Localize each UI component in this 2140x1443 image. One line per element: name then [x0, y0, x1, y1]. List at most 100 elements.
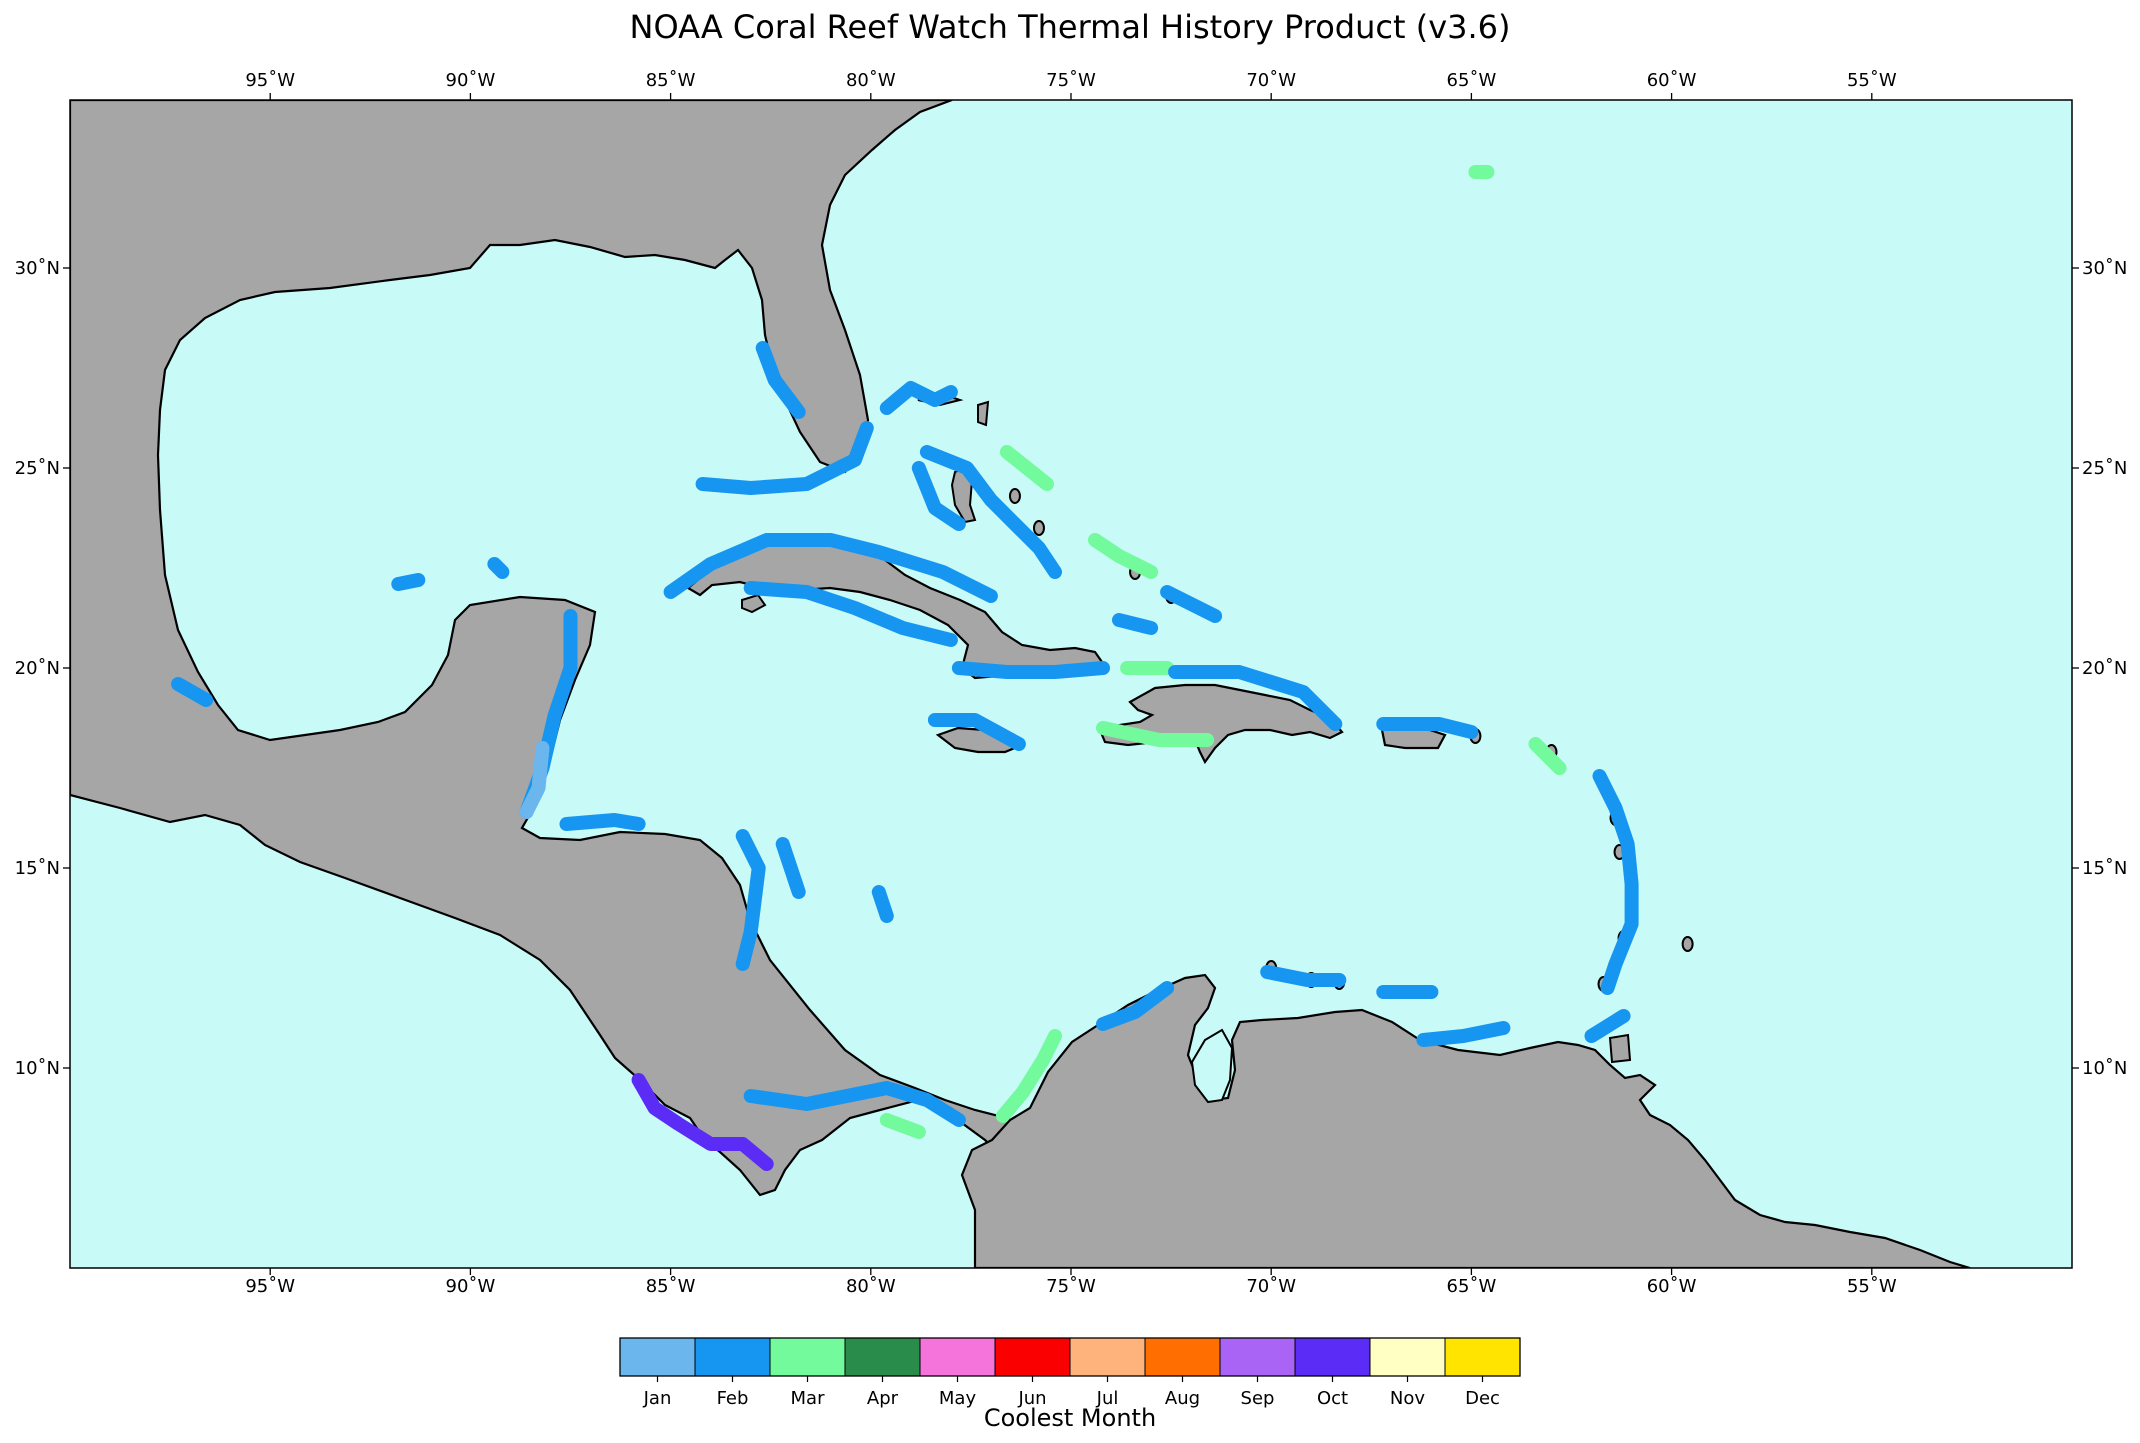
colorbar-label-sep: Sep — [1241, 1388, 1275, 1409]
colorbar-swatch-nov — [1370, 1338, 1445, 1376]
reef-region — [911, 461, 966, 531]
reef-region — [1160, 585, 1223, 623]
reef-region — [1112, 613, 1159, 635]
axis-ticks: 95˚W 95˚W 90˚W 90˚W 85˚W 85˚W 80˚W 80˚W 75˚W 75˚W… — [15, 70, 2128, 1297]
colorbar-label-may: May — [939, 1388, 977, 1409]
reef-region — [487, 557, 510, 579]
reef-region — [879, 1113, 926, 1139]
reef-region — [743, 581, 958, 647]
lat-tick-label-right: 10˚N — [2082, 1058, 2127, 1079]
lat-tick-label-left: 25˚N — [15, 458, 60, 479]
land-trinidad — [1608, 1033, 1632, 1064]
colorbar-label-mar: Mar — [791, 1388, 826, 1409]
reef-region — [1416, 1021, 1511, 1047]
lon-tick-label-bottom: 65˚W — [1447, 1276, 1497, 1297]
reef-region — [1528, 737, 1567, 775]
lon-tick-label-top: 65˚W — [1447, 70, 1497, 91]
lon-tick-label-bottom: 60˚W — [1647, 1276, 1697, 1297]
reef-region — [1376, 717, 1479, 739]
reef-region — [695, 421, 874, 495]
colorbar-label-jun: Jun — [1017, 1388, 1046, 1409]
lake-maracaibo — [1190, 1028, 1234, 1104]
lon-tick-label-top: 55˚W — [1847, 70, 1897, 91]
reef-region — [1168, 665, 1343, 731]
island — [1681, 936, 1694, 952]
colorbar-swatch-apr — [845, 1338, 920, 1376]
lon-tick-label-top: 85˚W — [646, 70, 696, 91]
colorbar-swatch-feb — [695, 1338, 770, 1376]
lon-tick-label-top: 90˚W — [446, 70, 496, 91]
island — [1032, 520, 1045, 536]
reef-region — [559, 813, 646, 831]
colorbar-label-oct: Oct — [1317, 1388, 1348, 1409]
reef-region — [1260, 965, 1347, 987]
colorbar-swatch-oct — [1295, 1338, 1370, 1376]
lon-tick-label-bottom: 95˚W — [245, 1276, 295, 1297]
lat-tick-label-right: 25˚N — [2082, 458, 2127, 479]
colorbar-label-apr: Apr — [867, 1388, 899, 1409]
lat-tick-label-right: 20˚N — [2082, 658, 2127, 679]
colorbar-swatch-dec — [1445, 1338, 1520, 1376]
reef-region — [995, 1029, 1062, 1123]
colorbar-swatch-aug — [1145, 1338, 1220, 1376]
reef-region — [999, 445, 1054, 491]
colorbar-frame — [619, 1337, 1521, 1377]
colorbar-swatch-jun — [995, 1338, 1070, 1376]
colorbar-label-aug: Aug — [1165, 1388, 1200, 1409]
reef-region — [743, 1081, 966, 1127]
reef-region — [919, 445, 1062, 579]
reef-region — [391, 573, 426, 591]
reef-region — [755, 341, 806, 419]
colorbar-label-feb: Feb — [717, 1388, 749, 1409]
colorbar-swatch-jul — [1070, 1338, 1145, 1376]
reef-region — [735, 829, 766, 971]
colorbar-swatch-jan — [620, 1338, 695, 1376]
land-isla-de-la-juventud — [741, 593, 767, 614]
colorbar-label-jul: Jul — [1096, 1388, 1119, 1409]
colorbar-label-dec: Dec — [1465, 1388, 1500, 1409]
colorbar-label-nov: Nov — [1390, 1388, 1425, 1409]
colorbar: Jan Feb Mar Apr May Jun Jul Aug Sep Oct Nov Dec Cool… — [619, 1337, 1521, 1432]
reef-regions — [171, 165, 1639, 1171]
lon-tick-label-bottom: 70˚W — [1246, 1276, 1296, 1297]
lat-tick-label-right: 30˚N — [2082, 258, 2127, 279]
lat-tick-label-left: 20˚N — [15, 658, 60, 679]
reef-region — [519, 741, 550, 819]
reef-region — [631, 1073, 774, 1171]
colorbar-title: Coolest Month — [984, 1404, 1156, 1432]
reef-region — [171, 677, 214, 707]
colorbar-swatch-mar — [770, 1338, 845, 1376]
reef-region — [927, 713, 1026, 751]
lat-tick-label-right: 15˚N — [2082, 858, 2127, 879]
lon-tick-label-top: 95˚W — [245, 70, 295, 91]
lon-tick-label-top: 60˚W — [1647, 70, 1697, 91]
reef-region — [775, 837, 806, 899]
colorbar-label-jan: Jan — [643, 1388, 672, 1409]
lat-tick-label-left: 10˚N — [15, 1058, 60, 1079]
island — [1008, 488, 1021, 504]
page-title: NOAA Coral Reef Watch Thermal History Pr… — [629, 8, 1511, 46]
lon-tick-label-top: 70˚W — [1246, 70, 1296, 91]
reef-region — [1096, 721, 1215, 747]
lon-tick-label-bottom: 80˚W — [846, 1276, 896, 1297]
colorbar-swatch-sep — [1220, 1338, 1295, 1376]
land-abaco — [977, 400, 990, 427]
lon-tick-label-bottom: 55˚W — [1847, 1276, 1897, 1297]
reef-region — [871, 885, 894, 923]
lon-tick-label-top: 75˚W — [1046, 70, 1096, 91]
colorbar-swatch-may — [920, 1338, 995, 1376]
lon-tick-label-bottom: 75˚W — [1046, 1276, 1096, 1297]
lon-tick-label-bottom: 90˚W — [446, 1276, 496, 1297]
reef-region — [879, 381, 958, 415]
reef-region — [663, 533, 998, 603]
lat-tick-label-left: 15˚N — [15, 858, 60, 879]
reef-region — [1584, 1009, 1631, 1043]
reef-region — [1088, 533, 1159, 579]
reef-region — [951, 661, 1110, 679]
reef-region — [1096, 981, 1175, 1031]
reef-region — [1592, 769, 1639, 995]
lat-tick-label-left: 30˚N — [15, 258, 60, 279]
lon-tick-label-bottom: 85˚W — [646, 1276, 696, 1297]
lon-tick-label-top: 80˚W — [846, 70, 896, 91]
